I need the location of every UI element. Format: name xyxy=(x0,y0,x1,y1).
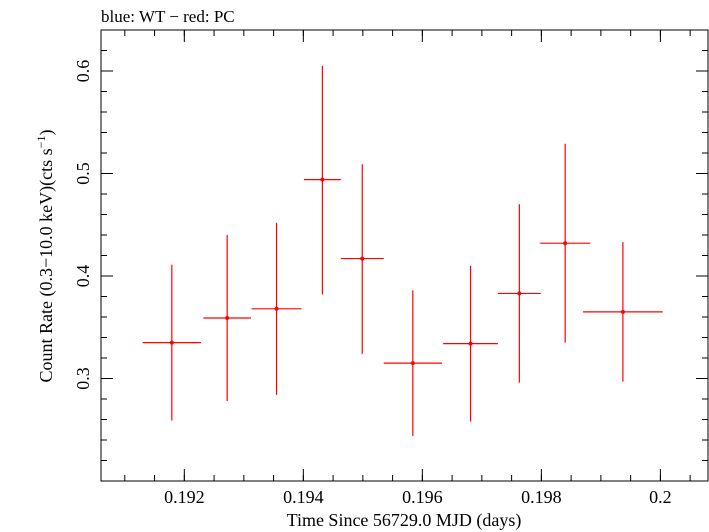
x-tick-label: 0.194 xyxy=(283,487,324,507)
x-tick-label: 0.198 xyxy=(521,487,562,507)
y-axis-label-sup: −1 xyxy=(34,136,48,149)
y-axis-label: Count Rate (0.3−10.0 keV)(cts s−1) xyxy=(34,130,57,383)
data-marker xyxy=(169,340,174,345)
data-marker xyxy=(468,341,473,346)
x-tick-label: 0.2 xyxy=(649,487,672,507)
data-point xyxy=(443,265,498,422)
x-tick-label: 0.196 xyxy=(402,487,443,507)
y-tick-label: 0.3 xyxy=(73,367,93,390)
y-axis-ticks: 0.3 0.4 0.5 0.6 xyxy=(73,29,708,482)
data-point xyxy=(583,242,663,382)
data-series-pc xyxy=(142,65,663,436)
data-marker xyxy=(360,256,365,261)
data-marker xyxy=(620,309,625,314)
chart-title: blue: WT − red: PC xyxy=(101,7,235,26)
plot-frame xyxy=(100,29,709,482)
data-marker xyxy=(410,361,415,366)
data-point xyxy=(497,204,541,383)
data-point xyxy=(203,235,251,402)
data-point xyxy=(383,290,442,436)
data-point xyxy=(251,222,302,395)
y-axis-label-main: Count Rate (0.3−10.0 keV)(cts s xyxy=(36,148,57,382)
x-tick-label: 0.192 xyxy=(164,487,205,507)
data-marker xyxy=(563,241,568,246)
data-point xyxy=(340,164,384,354)
data-point xyxy=(540,143,591,343)
data-point xyxy=(142,264,201,421)
data-marker xyxy=(517,291,522,296)
data-marker xyxy=(225,316,230,321)
x-axis-label: Time Since 56729.0 MJD (days) xyxy=(287,510,522,531)
y-tick-label: 0.6 xyxy=(73,60,93,83)
data-marker xyxy=(274,306,279,311)
data-marker xyxy=(320,177,325,182)
y-tick-label: 0.4 xyxy=(73,265,93,288)
y-tick-label: 0.5 xyxy=(73,162,93,185)
x-axis-ticks: 0.192 0.194 0.196 0.198 0.2 xyxy=(124,30,691,507)
y-axis-label-close: ) xyxy=(36,130,57,136)
data-point xyxy=(303,65,341,295)
